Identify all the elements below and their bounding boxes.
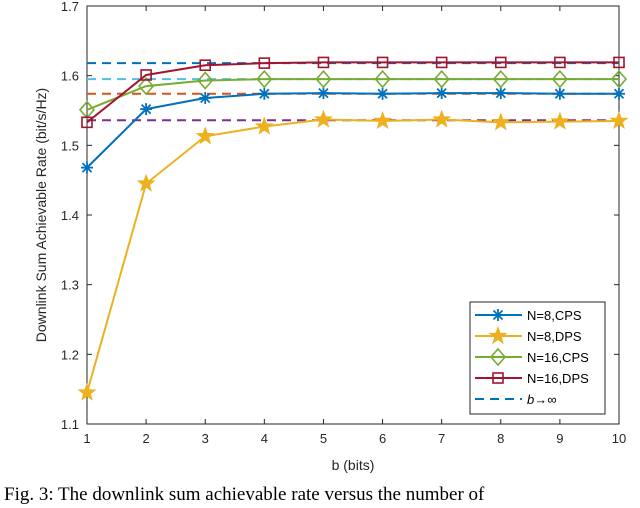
data-point-star [314,109,333,128]
data-point-square [435,56,448,69]
asterisk-stroke [377,88,388,99]
line-chart: 1 2 3 4 5 6 7 8 9 10 1.1 1.2 1.3 1.4 1.5 1.6 1.7 b (bits)… [33,0,629,473]
data-point-diamond [610,69,628,89]
data-point-star [373,111,392,129]
data-point-diamond [256,69,273,89]
x-tick-label: 2 [142,431,149,446]
data-point-asterisk [492,309,504,321]
x-tick-label: 4 [261,431,268,446]
asterisk-stroke [495,87,506,99]
data-point-diamond [492,69,509,89]
x-tick-label: 6 [379,431,386,446]
data-point-star [136,173,156,192]
data-point-square [81,116,93,129]
series-line [86,78,619,111]
legend-label: b→∞ [527,392,557,407]
legend-label: N=8,CPS [527,308,582,323]
data-point-square [140,69,152,81]
data-point-star [254,116,274,135]
y-tick-label: 1.2 [61,347,79,362]
y-tick-label: 1.4 [61,208,79,223]
series-n-8-dps [77,109,629,401]
data-point-asterisk [140,103,153,116]
asterisk-stroke [492,309,504,321]
series-line [86,118,620,393]
asterisk-stroke [318,87,329,99]
legend: N=8,CPS N=8,DPS N=16,CPS N=16,DPS b→∞ [469,301,606,415]
data-point-asterisk [435,87,448,100]
data-point-square [613,56,625,69]
series-n-16-cps [78,69,628,120]
data-point-star [609,111,629,129]
data-point-square [554,56,566,69]
data-point-asterisk [376,87,389,100]
data-point-square [199,59,212,72]
data-point-diamond [197,71,214,90]
data-point-square [492,372,504,384]
data-point-diamond [315,69,332,89]
y-tick-label: 1.6 [61,69,79,84]
legend-label: N=16,CPS [527,350,589,365]
x-tick-label: 1 [83,431,90,446]
y-tick-label: 1.5 [61,138,79,153]
x-tick-label: 8 [497,431,504,446]
y-tick-label: 1.3 [61,278,79,293]
data-point-asterisk [613,87,625,100]
series-line [86,92,619,169]
asterisk-stroke [613,88,625,99]
data-point-square [317,56,330,69]
data-point-diamond [489,347,507,367]
data-point-diamond [138,76,155,96]
x-tick-label: 10 [612,431,626,446]
data-point-square [258,57,271,69]
data-point-asterisk [494,87,507,100]
x-tick-label: 9 [556,431,563,446]
asterisk-stroke [140,103,152,115]
series-n-8-cps [81,87,625,174]
data-point-asterisk [81,161,93,174]
asterisk-stroke [436,87,447,99]
data-point-star [550,111,570,130]
y-tick-label: 1.1 [61,417,79,432]
data-point-square [494,56,507,69]
data-point-diamond [374,69,391,89]
asterisk-stroke [81,162,93,173]
legend-label: N=16,DPS [527,371,589,386]
x-axis-label: b (bits) [332,457,375,473]
data-point-star [488,326,508,345]
x-tick-label: 3 [202,431,209,446]
figure-caption: Fig. 3: The downlink sum achievable rate… [4,484,485,505]
data-point-diamond [433,69,450,89]
data-point-star [432,109,452,128]
data-point-asterisk [258,87,271,100]
data-point-star [491,112,511,131]
series-line [86,61,619,124]
y-axis-label: Downlink Sum Achievable Rate (bit/s/Hz) [33,88,49,342]
asterisk-stroke [554,88,566,99]
x-tick-label: 7 [438,431,445,446]
data-point-square [376,56,389,69]
y-tick-label: 1.7 [61,0,79,14]
data-point-asterisk [199,91,212,104]
data-point-diamond [551,69,568,89]
x-tick-label: 5 [320,431,327,446]
asterisk-stroke [200,92,211,104]
series-n-16-dps [81,56,625,129]
asterisk-stroke [259,88,270,99]
data-point-star [77,382,97,401]
data-point-asterisk [553,87,566,100]
data-point-asterisk [317,87,330,100]
legend-label: N=8,DPS [527,329,582,344]
data-point-star [195,126,215,145]
